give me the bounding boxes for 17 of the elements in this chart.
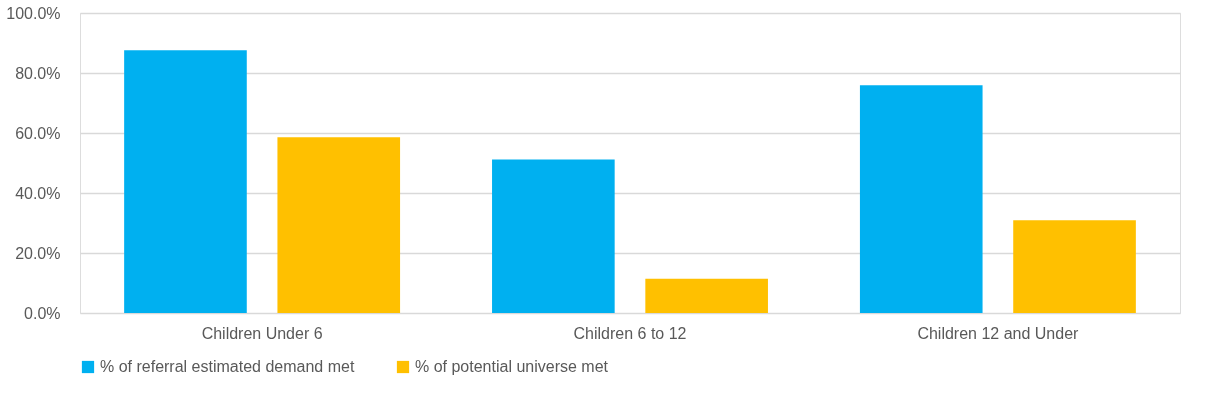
bar [492, 159, 615, 313]
y-tick-label: 40.0% [15, 184, 61, 202]
bar [1013, 220, 1136, 313]
legend-label: % of potential universe met [415, 358, 609, 375]
y-tick-label: 80.0% [15, 64, 61, 82]
x-tick-label: Children Under 6 [201, 324, 323, 342]
y-tick-label: 0.0% [24, 304, 61, 322]
bar [277, 137, 401, 313]
x-tick-label: Children 12 and Under [917, 324, 1080, 342]
y-tick-label: 100.0% [6, 4, 61, 22]
bar [859, 85, 983, 313]
bar [645, 278, 768, 313]
y-tick-label: 60.0% [15, 124, 61, 142]
bar [124, 50, 247, 313]
x-tick-label: Children 6 to 12 [573, 324, 687, 342]
legend-label: % of referral estimated demand met [100, 358, 355, 375]
y-tick-label: 20.0% [15, 244, 61, 262]
